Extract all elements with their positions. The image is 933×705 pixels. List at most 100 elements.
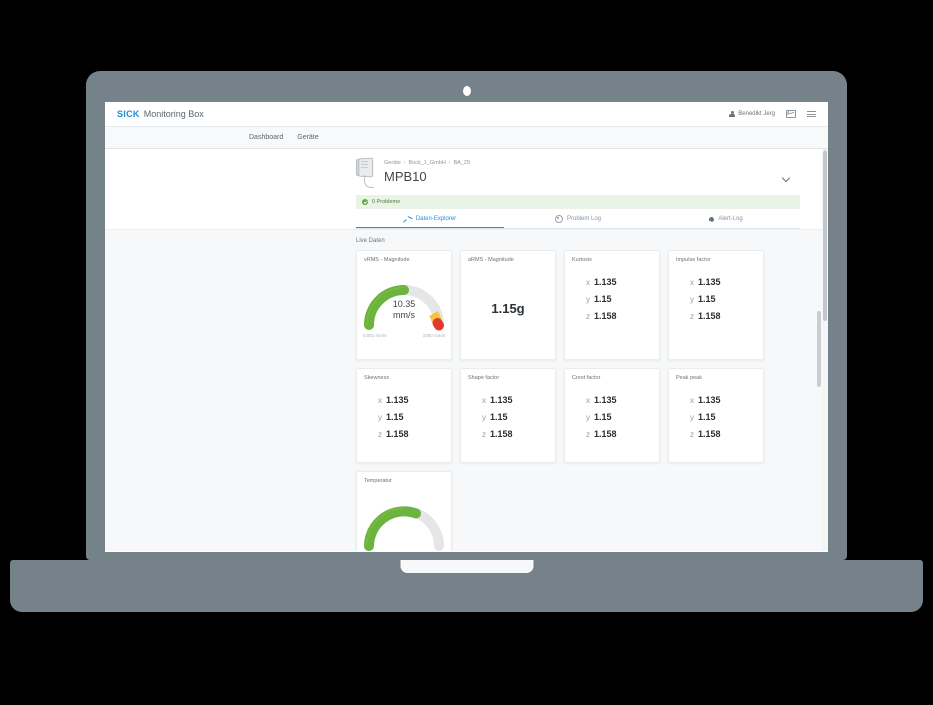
xyz-values: x 1.135 y 1.15 z 1.158 xyxy=(468,395,548,439)
xyz-values: x 1.135 y 1.15 z 1.158 xyxy=(676,277,756,321)
tab-problem-log[interactable]: Problem Log xyxy=(504,211,652,228)
xyz-row-z: z 1.158 xyxy=(586,429,638,439)
tab-bar: Daten-Explorer Problem Log Alert-Log xyxy=(356,211,800,229)
breadcrumb-separator: › xyxy=(448,160,451,166)
axis-value-y: 1.15 xyxy=(386,412,404,422)
tab-daten-explorer[interactable]: Daten-Explorer xyxy=(356,211,504,228)
axis-value-y: 1.15 xyxy=(698,294,716,304)
gauge-range-labels: 0,001 mm/s 1000 mm/s xyxy=(363,333,445,338)
tab-label: Problem Log xyxy=(566,216,602,222)
xyz-row-y: y 1.15 xyxy=(690,294,742,304)
xyz-row-z: z 1.158 xyxy=(690,311,742,321)
axis-label-z: z xyxy=(482,430,486,439)
card-title: Impulse factor xyxy=(676,257,711,263)
gauge-min-label: 0,001 mm/s xyxy=(363,333,387,338)
sensor-device-icon xyxy=(356,157,376,189)
axis-value-z: 1.158 xyxy=(490,429,513,439)
page-scrollbar[interactable]: ▲ xyxy=(822,149,828,551)
header-actions: Benedikt Jerg xyxy=(729,110,816,118)
card-title: vRMS - Magnitude xyxy=(364,257,410,263)
brand-logo[interactable]: SICK Monitoring Box xyxy=(117,109,204,119)
waveform-icon xyxy=(404,217,412,222)
axis-label-y: y xyxy=(690,413,694,422)
axis-value-y: 1.15 xyxy=(594,412,612,422)
axis-value-z: 1.158 xyxy=(698,429,721,439)
metric-cards-grid: vRMS - Magnitude 10.35 mm xyxy=(356,250,800,551)
axis-label-x: x xyxy=(586,396,590,405)
chevron-down-icon[interactable] xyxy=(783,175,790,179)
breadcrumb-item-company[interactable]: Bock_1_GmbH xyxy=(408,160,446,166)
laptop-screen: SICK Monitoring Box Benedikt Jerg Dashbo… xyxy=(105,102,828,552)
hamburger-menu-icon[interactable] xyxy=(807,111,816,117)
gauge-arc xyxy=(364,285,444,331)
xyz-row-x: x 1.135 xyxy=(690,277,742,287)
axis-label-y: y xyxy=(690,295,694,304)
check-circle-icon xyxy=(362,199,368,205)
nav-item-geraete[interactable]: Geräte xyxy=(297,134,319,141)
gauge-arc xyxy=(364,506,444,551)
bell-icon xyxy=(709,216,715,222)
xyz-values: x 1.135 y 1.15 z 1.158 xyxy=(676,395,756,439)
axis-label-z: z xyxy=(586,312,590,321)
axis-value-x: 1.135 xyxy=(594,277,617,287)
nav-item-dashboard[interactable]: Dashboard xyxy=(249,134,284,141)
metric-card-crest-factor[interactable]: Crest factor x 1.135 y 1.15 z xyxy=(564,368,660,463)
gauge-vrms: 10.35 mm/s 0,001 mm/s 1000 mm/s xyxy=(363,269,445,338)
xyz-row-x: x 1.135 xyxy=(586,395,638,405)
xyz-row-z: z 1.158 xyxy=(378,429,430,439)
metric-card-vrms[interactable]: vRMS - Magnitude 10.35 mm xyxy=(356,250,452,360)
axis-value-x: 1.135 xyxy=(594,395,617,405)
inner-scrollbar[interactable] xyxy=(816,149,821,551)
metric-card-kurtosis[interactable]: Kurtosis x 1.135 y 1.15 z xyxy=(564,250,660,360)
axis-label-z: z xyxy=(378,430,382,439)
axis-label-y: y xyxy=(482,413,486,422)
brand-mark: SICK xyxy=(117,109,140,119)
card-title: Peak peak xyxy=(676,375,702,381)
metric-card-skewness[interactable]: Skewness x 1.135 y 1.15 z xyxy=(356,368,452,463)
xyz-row-y: y 1.15 xyxy=(586,412,638,422)
user-menu[interactable]: Benedikt Jerg xyxy=(729,110,775,118)
tab-alert-log[interactable]: Alert-Log xyxy=(652,211,800,228)
page-title: MPB10 xyxy=(384,169,427,184)
breadcrumb: Geräte › Bock_1_GmbH › BA_29 xyxy=(384,160,470,166)
status-badge: 0 Probleme xyxy=(372,199,401,205)
webcam-icon xyxy=(462,86,471,96)
brand-title: Monitoring Box xyxy=(143,109,204,119)
axis-label-x: x xyxy=(690,278,694,287)
metric-card-peak-peak[interactable]: Peak peak x 1.135 y 1.15 z xyxy=(668,368,764,463)
gauge-temperatur xyxy=(364,490,444,551)
gauge-max-label: 1000 mm/s xyxy=(422,333,445,338)
breadcrumb-separator: › xyxy=(403,160,406,166)
axis-label-x: x xyxy=(378,396,382,405)
metric-card-arms[interactable]: aRMS - Magnitude 1.15g xyxy=(460,250,556,360)
axis-label-z: z xyxy=(690,430,694,439)
page-scrollbar-thumb[interactable] xyxy=(823,151,827,321)
metric-value: 1.15g xyxy=(491,301,525,316)
xyz-row-y: y 1.15 xyxy=(378,412,430,422)
gauge-unit: mm/s xyxy=(393,310,415,320)
axis-label-x: x xyxy=(690,396,694,405)
xyz-row-z: z 1.158 xyxy=(690,429,742,439)
inner-scrollbar-thumb[interactable] xyxy=(817,311,821,387)
breadcrumb-item-asset[interactable]: BA_29 xyxy=(453,160,470,166)
mail-icon[interactable] xyxy=(786,110,796,118)
gauge-number: 10.35 xyxy=(392,299,416,309)
xyz-row-z: z 1.158 xyxy=(482,429,534,439)
status-banner: 0 Probleme xyxy=(356,195,800,209)
xyz-values: x 1.135 y 1.15 z 1.158 xyxy=(572,277,652,321)
gear-icon xyxy=(554,215,563,223)
xyz-row-x: x 1.135 xyxy=(378,395,430,405)
metric-card-shape-factor[interactable]: Shape factor x 1.135 y 1.15 z xyxy=(460,368,556,463)
xyz-values: x 1.135 y 1.15 z 1.158 xyxy=(364,395,444,439)
breadcrumb-item-geraete[interactable]: Geräte xyxy=(384,160,401,166)
laptop-trackpad-notch xyxy=(400,560,533,573)
metric-card-temperatur[interactable]: Temperatur xyxy=(356,471,452,551)
card-title: Shape factor xyxy=(468,375,500,381)
tab-label: Alert-Log xyxy=(718,216,743,222)
section-title: Live Daten xyxy=(356,238,385,244)
axis-label-y: y xyxy=(378,413,382,422)
tab-label: Daten-Explorer xyxy=(415,216,457,222)
xyz-row-x: x 1.135 xyxy=(482,395,534,405)
metric-card-impulse-factor[interactable]: Impulse factor x 1.135 y 1.15 z xyxy=(668,250,764,360)
